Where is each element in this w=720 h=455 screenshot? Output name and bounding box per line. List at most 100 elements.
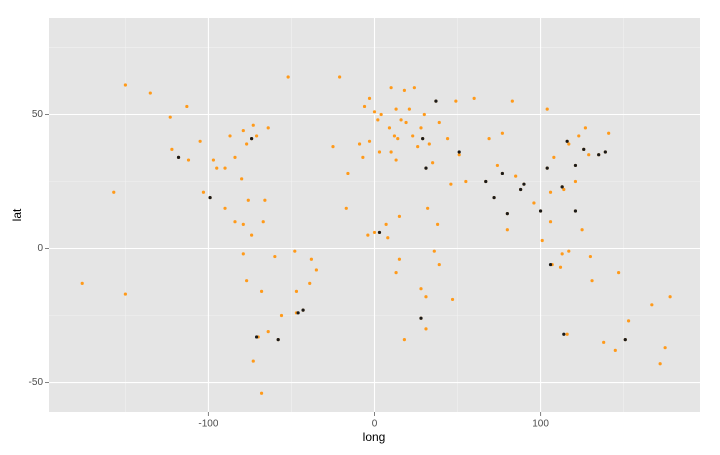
point [259, 289, 264, 293]
point [301, 308, 305, 312]
point [663, 346, 667, 350]
point [617, 271, 621, 275]
point [254, 335, 259, 339]
point [602, 340, 606, 344]
point [233, 155, 237, 159]
point [394, 271, 398, 275]
point [613, 348, 617, 352]
point [545, 166, 549, 170]
point [402, 338, 406, 342]
point [241, 128, 245, 133]
point [436, 222, 440, 226]
point [522, 182, 526, 186]
point [580, 228, 584, 232]
point [484, 179, 488, 184]
point [372, 110, 377, 114]
point [279, 313, 284, 318]
point [540, 238, 544, 243]
point [241, 252, 245, 256]
point [567, 142, 571, 146]
y-tick-label: -50 [29, 377, 44, 388]
point [314, 268, 318, 272]
point [454, 99, 458, 103]
point [607, 131, 611, 135]
point [577, 134, 581, 138]
point [389, 150, 393, 154]
point [562, 332, 566, 336]
point [123, 83, 127, 87]
point [276, 338, 280, 342]
point [552, 155, 556, 159]
point [366, 233, 370, 237]
point [394, 107, 398, 111]
point [407, 107, 411, 111]
point [623, 338, 627, 342]
point [437, 120, 441, 125]
point [426, 206, 430, 210]
point [387, 126, 392, 130]
point [211, 158, 216, 162]
point [500, 131, 504, 135]
point [377, 230, 382, 235]
point [294, 289, 299, 293]
point [208, 195, 212, 200]
point [495, 163, 499, 168]
point [487, 137, 491, 141]
point [309, 257, 313, 261]
point [573, 163, 578, 168]
point [389, 86, 393, 90]
point [245, 142, 249, 146]
point [245, 279, 249, 283]
point [650, 303, 654, 307]
point [186, 158, 191, 162]
point [273, 254, 277, 259]
point [198, 139, 202, 143]
point [223, 166, 227, 170]
point [514, 174, 518, 178]
point [367, 96, 372, 101]
point [545, 107, 549, 111]
point [170, 147, 174, 151]
point [668, 295, 672, 299]
point [396, 137, 400, 141]
point [583, 126, 588, 130]
point [565, 332, 569, 336]
point [394, 158, 398, 162]
point [548, 262, 553, 267]
point [201, 190, 206, 194]
point [404, 120, 408, 125]
point [176, 155, 181, 159]
point [505, 228, 509, 232]
point [565, 139, 569, 143]
point [548, 220, 553, 224]
point [233, 220, 237, 224]
point [296, 311, 300, 315]
x-tick-label: 100 [532, 419, 549, 430]
point [626, 319, 631, 323]
point [399, 118, 403, 122]
x-axis-label: long [363, 430, 386, 444]
point [505, 212, 509, 216]
point [228, 134, 232, 138]
point [412, 86, 416, 90]
point [421, 137, 425, 141]
point [293, 249, 297, 253]
point [215, 166, 219, 170]
point [457, 150, 461, 154]
point [250, 233, 254, 237]
point [251, 359, 255, 363]
point [432, 249, 436, 253]
point [500, 171, 504, 176]
point [431, 161, 435, 165]
point [379, 112, 383, 117]
point [308, 281, 312, 285]
point [397, 257, 402, 261]
point [338, 75, 342, 79]
point [392, 134, 397, 138]
point [286, 75, 290, 79]
point [582, 147, 586, 151]
point [361, 155, 365, 159]
y-tick-label: 50 [32, 109, 44, 120]
